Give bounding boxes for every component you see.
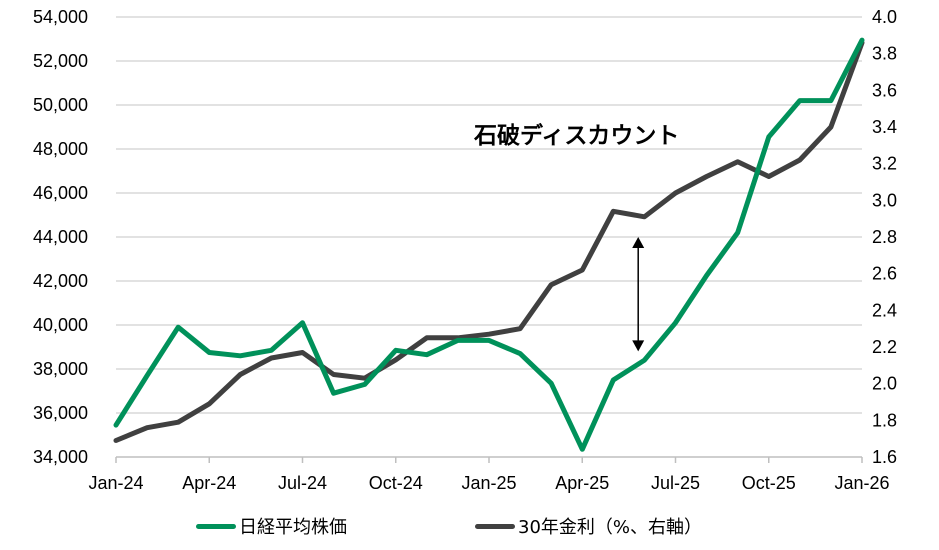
right-tick-label: 1.8	[872, 410, 897, 430]
left-tick-label: 34,000	[33, 447, 88, 467]
legend-swatch-nikkei	[196, 523, 236, 529]
left-tick-label: 46,000	[33, 183, 88, 203]
left-tick-label: 48,000	[33, 139, 88, 159]
series-nikkei-line	[113, 37, 865, 452]
legend-label-30y-yield: 30年金利（%、右軸）	[518, 517, 703, 538]
double-arrow-icon	[632, 237, 645, 352]
x-tick-label: Apr-25	[555, 473, 609, 493]
left-tick-label: 36,000	[33, 403, 88, 423]
right-tick-label: 3.6	[872, 80, 897, 100]
right-tick-label: 2.4	[872, 300, 897, 320]
gridlines	[116, 16, 862, 414]
x-tick-label: Jul-25	[651, 473, 700, 493]
right-y-axis: 1.6 1.8 2.0 2.2 2.4 2.6 2.8 3.0 3.2 3.4 3.6 3.8 4.0	[872, 7, 897, 467]
x-tick-label: Apr-24	[182, 473, 236, 493]
line-chart: Jan-24 Apr-24 Jul-24 Oct-24 Jan-25 Apr-25 Jul-…	[33, 7, 897, 493]
x-tick-label: Jan-25	[461, 473, 516, 493]
right-tick-label: 3.0	[872, 190, 897, 210]
left-tick-label: 38,000	[33, 359, 88, 379]
right-tick-label: 2.6	[872, 264, 897, 284]
x-tick-label: Jul-24	[278, 473, 327, 493]
right-tick-label: 1.6	[872, 447, 897, 467]
left-tick-label: 40,000	[33, 315, 88, 335]
series-30y-yield-line	[113, 40, 865, 443]
left-tick-label: 44,000	[33, 227, 88, 247]
right-tick-label: 2.2	[872, 337, 897, 357]
legend-swatch-30y-yield	[475, 523, 515, 529]
right-tick-label: 3.8	[872, 44, 897, 64]
left-tick-label: 52,000	[33, 51, 88, 71]
left-tick-label: 54,000	[33, 7, 88, 27]
x-tick-label: Oct-25	[742, 473, 796, 493]
x-tick-label: Jan-26	[834, 473, 889, 493]
legend-item-nikkei: 日経平均株価	[196, 511, 347, 541]
right-tick-label: 3.4	[872, 117, 897, 137]
x-axis: Jan-24 Apr-24 Jul-24 Oct-24 Jan-25 Apr-25 Jul-…	[88, 456, 890, 493]
legend: 日経平均株価 30年金利（%、右軸）	[0, 511, 939, 541]
annotation-ishiba-discount: 石破ディスカウント	[473, 122, 679, 149]
legend-label-nikkei: 日経平均株価	[239, 517, 347, 538]
left-y-axis: 34,000 36,000 38,000 40,000 42,000 44,000 46,0…	[33, 7, 88, 467]
right-tick-label: 2.8	[872, 227, 897, 247]
right-tick-label: 2.0	[872, 374, 897, 394]
right-tick-label: 3.2	[872, 154, 897, 174]
left-tick-label: 42,000	[33, 271, 88, 291]
legend-item-30y-yield: 30年金利（%、右軸）	[475, 511, 702, 541]
x-tick-label: Oct-24	[369, 473, 423, 493]
left-tick-label: 50,000	[33, 95, 88, 115]
right-tick-label: 4.0	[872, 7, 897, 27]
x-tick-label: Jan-24	[88, 473, 143, 493]
